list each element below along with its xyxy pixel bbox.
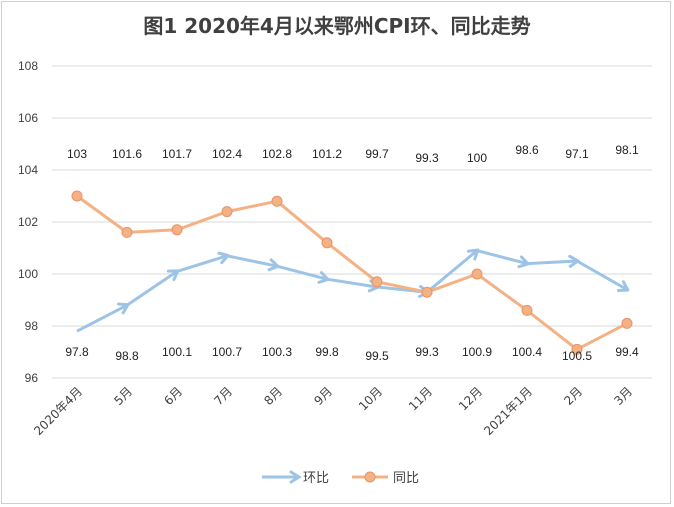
data-point (616, 280, 630, 292)
x-tick-label: 10月 (356, 384, 385, 413)
legend-label: 环比 (303, 471, 329, 486)
x-tick-label: 5月 (111, 384, 135, 408)
y-tick-label: 104 (18, 163, 38, 177)
data-label: 100.4 (512, 345, 542, 359)
data-label: 99.4 (615, 345, 639, 359)
data-label: 101.2 (312, 147, 342, 161)
data-point (517, 255, 530, 269)
x-tick-label: 9月 (311, 384, 335, 408)
data-label: 101.7 (162, 147, 192, 161)
data-point (267, 258, 280, 272)
data-labels: 97.8 98.8 100.1 100.7 100.3 99.8 99.5 99.3 100.9… (65, 143, 639, 363)
x-tick-label: 3月 (611, 384, 635, 408)
data-label: 100.3 (262, 345, 292, 359)
data-label: 99.7 (365, 147, 389, 161)
series-line-1 (76, 194, 628, 351)
data-point (116, 302, 130, 315)
data-point (217, 251, 230, 265)
data-point (166, 269, 180, 281)
legend-label: 同比 (393, 471, 419, 486)
series-markers (71, 190, 633, 355)
data-label: 99.3 (415, 151, 439, 165)
data-point (221, 206, 233, 218)
data-point (521, 304, 533, 316)
data-label: 99.3 (415, 345, 439, 359)
legend: 环比 同比 (262, 470, 419, 486)
data-label: 98.6 (515, 143, 539, 157)
data-label: 100.1 (162, 345, 192, 359)
data-point (466, 248, 480, 261)
data-label: 97.8 (65, 345, 89, 359)
y-tick-label: 96 (25, 371, 39, 385)
data-point (421, 286, 433, 298)
x-tick-label: 2月 (561, 384, 585, 408)
data-label: 103 (67, 147, 87, 161)
data-point (121, 226, 133, 238)
data-point (471, 268, 483, 280)
chart-title: 图1 2020年4月以来鄂州CPI环、同比走势 (143, 14, 531, 38)
data-point (568, 254, 580, 268)
y-tick-label: 100 (18, 267, 38, 281)
data-label: 100 (467, 151, 487, 165)
data-point (621, 317, 633, 329)
x-tick-label: 12月 (456, 384, 485, 413)
data-label: 98.1 (615, 143, 639, 157)
y-tick-label: 102 (18, 215, 38, 229)
data-label: 102.4 (212, 147, 242, 161)
gridlines (52, 65, 652, 379)
y-tick-label: 108 (18, 59, 38, 73)
data-label: 97.1 (565, 147, 589, 161)
legend-marker (289, 470, 302, 484)
data-point (371, 276, 383, 288)
series-line-0 (76, 249, 628, 333)
data-point (317, 271, 330, 284)
data-label: 98.8 (115, 349, 139, 363)
data-label: 101.6 (112, 147, 142, 161)
y-axis-ticks: 96 98 100 102 104 106 108 (18, 59, 38, 385)
x-tick-label: 6月 (161, 384, 185, 408)
data-point (171, 224, 183, 236)
data-point (571, 343, 583, 355)
data-point (271, 195, 283, 207)
data-label: 102.8 (262, 147, 292, 161)
x-tick-label: 2020年4月 (31, 384, 85, 438)
data-point (71, 190, 83, 202)
y-tick-label: 98 (25, 319, 39, 333)
data-label: 100.5 (562, 349, 592, 363)
x-tick-label: 8月 (261, 384, 285, 408)
x-tick-label: 2021年1月 (481, 384, 535, 438)
legend-marker (364, 471, 376, 483)
data-label: 100.7 (212, 345, 242, 359)
data-label: 100.9 (462, 345, 492, 359)
x-tick-label: 7月 (211, 384, 235, 408)
y-tick-label: 106 (18, 111, 38, 125)
data-label: 99.5 (365, 349, 389, 363)
data-point (321, 237, 333, 249)
series-lines (76, 194, 628, 351)
data-label: 99.8 (315, 345, 339, 359)
x-tick-label: 11月 (406, 384, 435, 413)
